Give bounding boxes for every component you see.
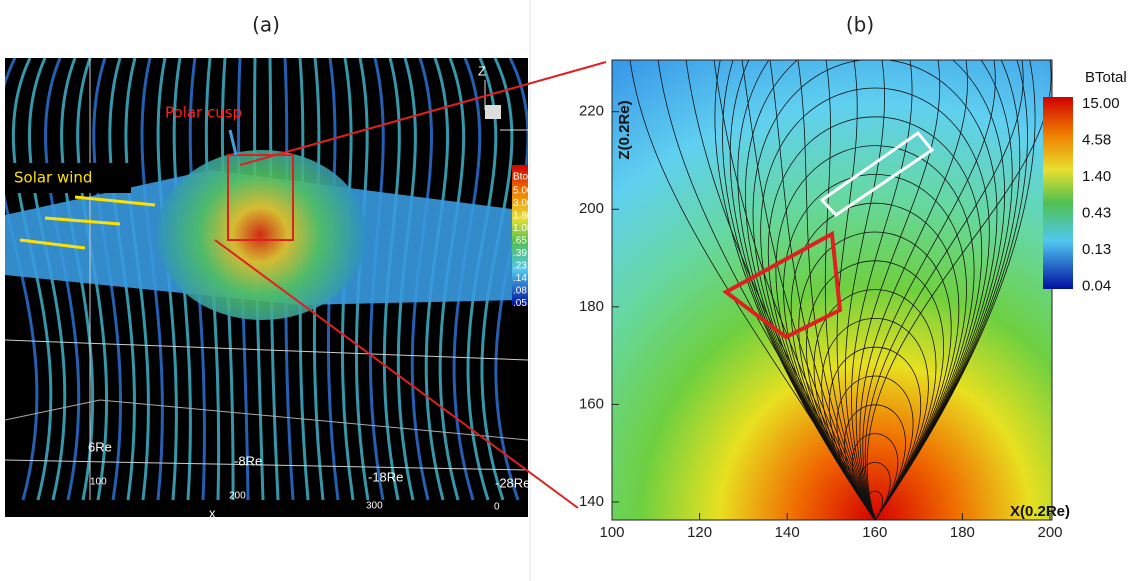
colorbar-label: 1.80 bbox=[513, 211, 533, 222]
colorbar-label: 0.04 bbox=[1082, 277, 1111, 294]
y-tick-label: 200 bbox=[579, 200, 604, 217]
colorbar-label: 1.08 bbox=[513, 223, 533, 234]
colorbar-label: 1.40 bbox=[1082, 168, 1111, 185]
axis-label: 100 bbox=[90, 477, 107, 488]
x-tick-label: 120 bbox=[687, 524, 712, 541]
colorbar-label: 5.00 bbox=[513, 186, 533, 197]
axis-label: 200 bbox=[229, 491, 246, 502]
distance-label: -18Re bbox=[368, 469, 403, 484]
y-axis-label: Z(0.2Re) bbox=[616, 100, 633, 159]
y-tick-label: 220 bbox=[579, 103, 604, 120]
y-tick-label: 140 bbox=[579, 493, 604, 510]
colorbar-label: .65 bbox=[513, 236, 527, 247]
annotation: Solar wind bbox=[14, 169, 92, 187]
colorbar bbox=[1043, 97, 1073, 289]
axis-label: 300 bbox=[366, 501, 383, 512]
colorbar-label: .05 bbox=[513, 298, 527, 309]
panel-label: (a) bbox=[252, 13, 280, 37]
panel-a-image bbox=[0, 58, 535, 517]
colorbar-label: 0.13 bbox=[1082, 241, 1111, 258]
axis-name: x bbox=[209, 505, 216, 520]
axis-label: 0 bbox=[494, 502, 500, 513]
panel-b-image bbox=[612, 0, 1052, 520]
distance-label: -28Re bbox=[495, 475, 530, 490]
y-tick-label: 180 bbox=[579, 298, 604, 315]
colorbar-label: 3.00 bbox=[513, 198, 533, 209]
colorbar-label: 0.43 bbox=[1082, 204, 1111, 221]
x-tick-label: 100 bbox=[599, 524, 624, 541]
colorbar-label: .14 bbox=[513, 273, 527, 284]
x-tick-label: 140 bbox=[775, 524, 800, 541]
annotation: Polar cusp bbox=[165, 104, 242, 122]
axis-name: Z bbox=[478, 63, 486, 78]
colorbar-label: .23 bbox=[513, 261, 527, 272]
x-tick-label: 200 bbox=[1037, 524, 1062, 541]
colorbar-title: BTotal bbox=[1085, 69, 1127, 86]
colorbar-label: .08 bbox=[513, 286, 527, 297]
panel-label: (b) bbox=[846, 13, 874, 37]
x-axis-label: X(0.2Re) bbox=[1010, 503, 1070, 520]
x-tick-label: 180 bbox=[950, 524, 975, 541]
axis-name: X bbox=[537, 122, 546, 137]
x-tick-label: 160 bbox=[862, 524, 887, 541]
y-tick-label: 160 bbox=[579, 395, 604, 412]
colorbar-label: 4.58 bbox=[1082, 131, 1111, 148]
figure: (a) (b) Solar wind Polar cusp Btotal Z X… bbox=[0, 0, 1140, 581]
colorbar-title: Btotal bbox=[513, 172, 539, 183]
distance-label: 6Re bbox=[88, 439, 112, 454]
distance-label: -8Re bbox=[234, 453, 262, 468]
colorbar-label: 15.00 bbox=[1082, 95, 1120, 112]
colorbar-label: .39 bbox=[513, 248, 527, 259]
